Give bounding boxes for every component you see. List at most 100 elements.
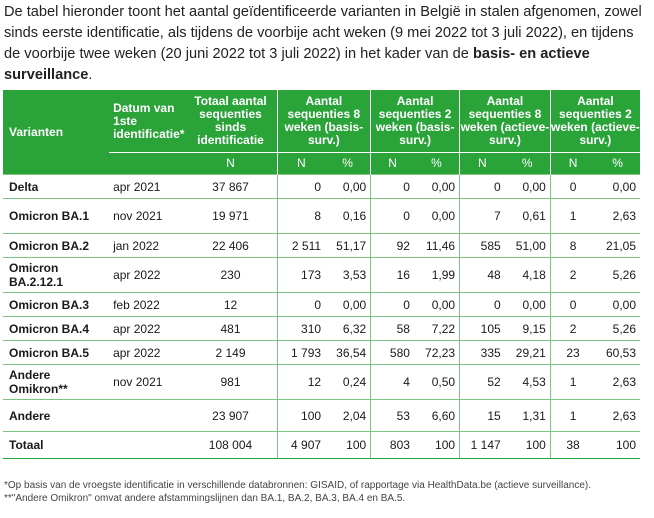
total-sequences: 481 bbox=[184, 316, 278, 341]
percent-value: 4,53 bbox=[504, 364, 551, 400]
percent-value: 21,05 bbox=[595, 233, 640, 258]
total-sequences: 19 971 bbox=[184, 198, 278, 234]
count-value: 0 bbox=[549, 292, 596, 317]
header-pct: % bbox=[595, 152, 640, 175]
intro-text: De tabel hieronder toont het aantal geïd… bbox=[4, 4, 642, 62]
header-pct: % bbox=[413, 152, 460, 175]
percent-value: 7,22 bbox=[413, 316, 460, 341]
count-value: 585 bbox=[459, 233, 505, 258]
header-n: N bbox=[370, 152, 414, 175]
first-identification-date: nov 2021 bbox=[109, 364, 185, 400]
percent-value: 100 bbox=[595, 431, 640, 459]
header-n: N bbox=[549, 152, 596, 175]
total-date-blank bbox=[109, 431, 185, 459]
percent-value: 2,63 bbox=[595, 399, 640, 432]
header-n: N bbox=[459, 152, 505, 175]
percent-value: 100 bbox=[504, 431, 551, 459]
count-value: 58 bbox=[370, 316, 414, 341]
percent-value: 0,50 bbox=[413, 364, 460, 400]
count-value: 12 bbox=[276, 364, 326, 400]
first-identification-date: apr 2022 bbox=[109, 316, 185, 341]
table-row: Omicron BA.1 nov 2021 19 971 8 0,16 0 0,00 7 0,6… bbox=[3, 198, 640, 234]
first-identification-date: jan 2022 bbox=[109, 233, 185, 258]
table-row: Omicron BA.5 apr 2022 2 149 1 793 36,54 580 72… bbox=[3, 340, 640, 365]
percent-value: 6,60 bbox=[413, 399, 460, 432]
footnote-2: **"Andere Omikron" omvat andere afstammi… bbox=[4, 493, 406, 504]
first-identification-date: feb 2022 bbox=[109, 292, 185, 317]
count-value: 0 bbox=[370, 174, 414, 199]
count-value: 335 bbox=[459, 340, 505, 365]
percent-value: 11,46 bbox=[413, 233, 460, 258]
total-sequences: 981 bbox=[184, 364, 278, 400]
header-date: Datum van 1ste identificatie* bbox=[109, 90, 184, 153]
table-row: Omicron BA.3 feb 2022 12 0 0,00 0 0,00 0 0,00 0 0,… bbox=[3, 292, 640, 317]
percent-value: 0,00 bbox=[413, 292, 460, 317]
percent-value: 5,26 bbox=[595, 257, 640, 293]
first-identification-date: apr 2022 bbox=[109, 340, 185, 365]
count-value: 0 bbox=[370, 198, 414, 234]
count-value: 7 bbox=[459, 198, 505, 234]
table-row: Omicron BA.4 apr 2022 481 310 6,32 58 7,22 105 9… bbox=[3, 316, 640, 341]
count-value: 23 bbox=[549, 340, 596, 365]
count-value: 1 bbox=[549, 399, 596, 432]
header-basis-2w: Aantal sequenties 2 weken (basis-surv.) bbox=[370, 90, 460, 153]
percent-value: 0,00 bbox=[595, 174, 640, 199]
header-active-2w: Aantal sequenties 2 weken (actieve-surv.… bbox=[549, 90, 640, 153]
count-value: 0 bbox=[276, 292, 326, 317]
header-total: Totaal aantal sequenties sinds identific… bbox=[184, 90, 278, 153]
table-body: Delta apr 2021 37 867 0 0,00 0 0,00 0 0,00 0 0,00 O… bbox=[3, 174, 640, 459]
header-date-blank bbox=[109, 152, 185, 175]
count-value: 4 907 bbox=[276, 431, 326, 459]
percent-value: 2,63 bbox=[595, 364, 640, 400]
percent-value: 0,16 bbox=[325, 198, 371, 234]
percent-value: 51,17 bbox=[325, 233, 371, 258]
header-basis-8w: Aantal sequenties 8 weken (basis-surv.) bbox=[276, 90, 371, 153]
total-row: Totaal 108 004 4 907 100 803 100 1 147 100 38 100 bbox=[3, 431, 640, 459]
total-label: Totaal bbox=[3, 431, 110, 459]
count-value: 38 bbox=[549, 431, 596, 459]
count-value: 580 bbox=[370, 340, 414, 365]
percent-value: 5,26 bbox=[595, 316, 640, 341]
count-value: 16 bbox=[370, 257, 414, 293]
count-value: 4 bbox=[370, 364, 414, 400]
count-value: 0 bbox=[370, 292, 414, 317]
variant-name: Omicron BA.2.12.1 bbox=[3, 257, 110, 293]
percent-value: 72,23 bbox=[413, 340, 460, 365]
count-value: 100 bbox=[276, 399, 326, 432]
percent-value: 2,04 bbox=[325, 399, 371, 432]
variant-name: Omicron BA.3 bbox=[3, 292, 110, 317]
count-value: 92 bbox=[370, 233, 414, 258]
count-value: 0 bbox=[459, 292, 505, 317]
percent-value: 100 bbox=[325, 431, 371, 459]
percent-value: 0,00 bbox=[504, 292, 551, 317]
count-value: 8 bbox=[549, 233, 596, 258]
percent-value: 0,00 bbox=[325, 174, 371, 199]
percent-value: 36,54 bbox=[325, 340, 371, 365]
percent-value: 6,32 bbox=[325, 316, 371, 341]
percent-value: 0,00 bbox=[413, 198, 460, 234]
count-value: 53 bbox=[370, 399, 414, 432]
percent-value: 1,99 bbox=[413, 257, 460, 293]
count-value: 0 bbox=[549, 174, 596, 199]
percent-value: 1,31 bbox=[504, 399, 551, 432]
footnote-1: *Op basis van de vroegste identificatie … bbox=[4, 480, 591, 491]
count-value: 2 511 bbox=[276, 233, 326, 258]
first-identification-date: apr 2021 bbox=[109, 174, 185, 199]
variant-name: Andere Omikron** bbox=[3, 364, 110, 400]
total-sequences: 12 bbox=[184, 292, 278, 317]
count-value: 1 bbox=[549, 364, 596, 400]
percent-value: 0,61 bbox=[504, 198, 551, 234]
header-n: N bbox=[276, 152, 326, 175]
percent-value: 29,21 bbox=[504, 340, 551, 365]
count-value: 173 bbox=[276, 257, 326, 293]
count-value: 15 bbox=[459, 399, 505, 432]
table-row: Andere Omikron** nov 2021 981 12 0,24 4 0,50 52… bbox=[3, 364, 640, 400]
variants-table: Varianten Datum van 1ste identificatie* … bbox=[3, 90, 640, 459]
first-identification-date bbox=[109, 399, 185, 432]
count-value: 1 147 bbox=[459, 431, 505, 459]
percent-value: 0,24 bbox=[325, 364, 371, 400]
variant-name: Omicron BA.5 bbox=[3, 340, 110, 365]
intro-paragraph: De tabel hieronder toont het aantal geïd… bbox=[4, 2, 652, 86]
header-total-n: N bbox=[184, 152, 278, 175]
percent-value: 9,15 bbox=[504, 316, 551, 341]
